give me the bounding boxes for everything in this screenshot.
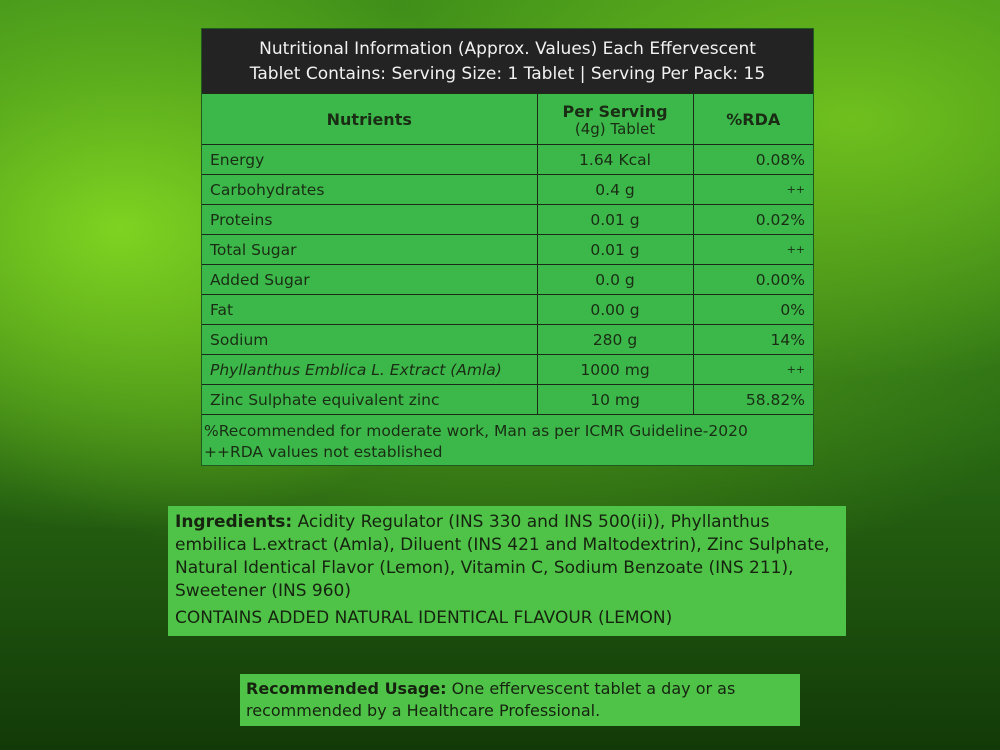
- per-serving-value: 0.00 g: [536, 294, 694, 325]
- nutrition-table: Nutrients Per Serving (4g) Tablet %RDA En…: [202, 93, 813, 415]
- per-serving-value: 0.01 g: [536, 204, 694, 235]
- footnotes: %Recommended for moderate work, Man as p…: [202, 415, 813, 465]
- table-header-row: Nutrients Per Serving (4g) Tablet %RDA: [202, 93, 813, 145]
- nutrient-name: Zinc Sulphate equivalent zinc: [202, 384, 538, 415]
- rda-value: 0%: [692, 294, 813, 325]
- table-row: Zinc Sulphate equivalent zinc 10 mg 58.82%: [202, 384, 813, 415]
- nutrition-title: Nutritional Information (Approx. Values)…: [202, 29, 813, 93]
- header-nutrients: Nutrients: [202, 93, 538, 145]
- table-row: Total Sugar 0.01 g ++: [202, 234, 813, 265]
- footnote-not-established: ++RDA values not established: [204, 443, 443, 461]
- rda-value: ++: [692, 234, 813, 265]
- flavour-note: CONTAINS ADDED NATURAL IDENTICAL FLAVOUR…: [175, 608, 673, 628]
- per-serving-value: 280 g: [536, 324, 694, 355]
- per-serving-value: 1000 mg: [536, 354, 694, 385]
- nutrient-name: Phyllanthus Emblica L. Extract (Amla): [202, 354, 538, 385]
- per-serving-value: 1.64 Kcal: [536, 144, 694, 175]
- rda-value: 0.02%: [692, 204, 813, 235]
- ingredients-box: Ingredients: Acidity Regulator (INS 330 …: [168, 506, 846, 636]
- nutrient-name: Proteins: [202, 204, 538, 235]
- usage-box: Recommended Usage: One effervescent tabl…: [240, 674, 800, 726]
- nutrient-name: Carbohydrates: [202, 174, 538, 205]
- rda-value: ++: [692, 354, 813, 385]
- table-row: Phyllanthus Emblica L. Extract (Amla) 100…: [202, 354, 813, 385]
- title-line-2: Tablet Contains: Serving Size: 1 Tablet …: [249, 64, 766, 84]
- per-serving-value: 0.0 g: [536, 264, 694, 295]
- footnote-rda: %Recommended for moderate work, Man as p…: [204, 422, 748, 440]
- table-row: Fat 0.00 g 0%: [202, 294, 813, 325]
- ingredients-text: Ingredients: Acidity Regulator (INS 330 …: [175, 512, 830, 601]
- per-serving-value: 0.4 g: [536, 174, 694, 205]
- title-line-1: Nutritional Information (Approx. Values)…: [259, 39, 756, 59]
- nutrient-name: Added Sugar: [202, 264, 538, 295]
- table-row: Proteins 0.01 g 0.02%: [202, 204, 813, 235]
- header-per-serving: Per Serving (4g) Tablet: [536, 93, 694, 145]
- table-row: Energy 1.64 Kcal 0.08%: [202, 144, 813, 175]
- nutrient-name: Total Sugar: [202, 234, 538, 265]
- nutrition-panel: Nutritional Information (Approx. Values)…: [201, 28, 814, 466]
- rda-value: 14%: [692, 324, 813, 355]
- nutrient-name: Sodium: [202, 324, 538, 355]
- nutrient-name: Energy: [202, 144, 538, 175]
- rda-value: 58.82%: [692, 384, 813, 415]
- nutrient-name: Fat: [202, 294, 538, 325]
- per-serving-value: 0.01 g: [536, 234, 694, 265]
- rda-value: ++: [692, 174, 813, 205]
- header-rda: %RDA: [692, 93, 813, 145]
- table-row: Added Sugar 0.0 g 0.00%: [202, 264, 813, 295]
- table-row: Sodium 280 g 14%: [202, 324, 813, 355]
- rda-value: 0.00%: [692, 264, 813, 295]
- rda-value: 0.08%: [692, 144, 813, 175]
- table-row: Carbohydrates 0.4 g ++: [202, 174, 813, 205]
- per-serving-value: 10 mg: [536, 384, 694, 415]
